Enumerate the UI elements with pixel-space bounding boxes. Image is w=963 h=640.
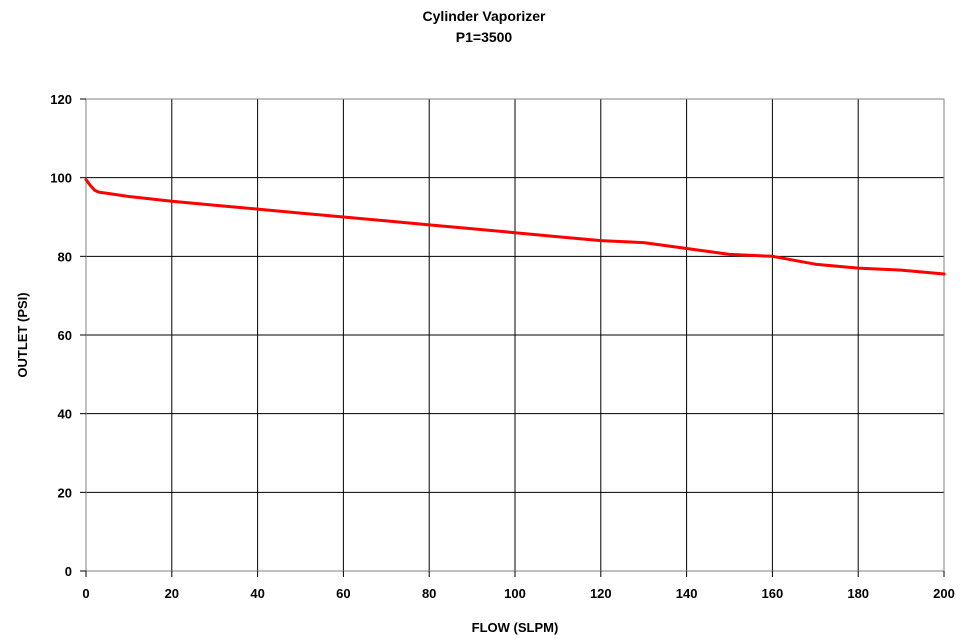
- chart-subtitle: P1=3500: [456, 29, 513, 45]
- y-tick-label: 120: [50, 92, 72, 107]
- x-tick-label: 100: [504, 586, 526, 601]
- x-tick-label: 40: [250, 586, 264, 601]
- y-axis-label: OUTLET (PSI): [15, 292, 30, 377]
- grid: [85, 98, 945, 572]
- x-tick-label: 0: [82, 586, 89, 601]
- y-tick-label: 80: [58, 249, 72, 264]
- y-tick-labels: 0 20 40 60 80 100 120: [50, 92, 72, 579]
- x-tick-label: 80: [422, 586, 436, 601]
- y-tick-label: 40: [58, 407, 72, 422]
- x-tick-label: 200: [933, 586, 955, 601]
- series-group: [84, 178, 946, 276]
- x-tick-label: 180: [847, 586, 869, 601]
- x-axis-label: FLOW (SLPM): [472, 620, 559, 635]
- tick-marks: [80, 98, 945, 577]
- x-tick-label: 140: [676, 586, 698, 601]
- series-line: [84, 178, 946, 276]
- y-tick-label: 20: [58, 485, 72, 500]
- y-tick-label: 60: [58, 328, 72, 343]
- x-tick-label: 60: [336, 586, 350, 601]
- x-tick-label: 20: [165, 586, 179, 601]
- x-tick-label: 120: [590, 586, 612, 601]
- x-tick-labels: 0 20 40 60 80 100 120 140 160 180 200: [82, 586, 954, 601]
- chart-title: Cylinder Vaporizer: [423, 8, 546, 24]
- y-tick-label: 100: [50, 171, 72, 186]
- y-tick-label: 0: [65, 564, 72, 579]
- x-tick-label: 160: [762, 586, 784, 601]
